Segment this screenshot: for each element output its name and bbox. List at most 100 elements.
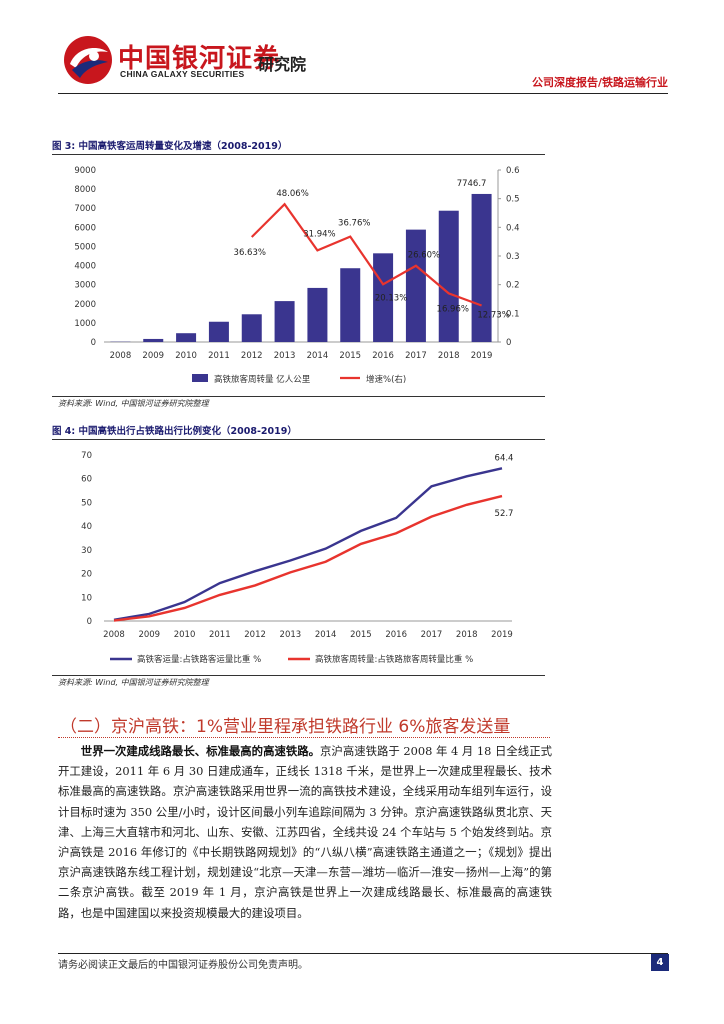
y-left-tick-label: 1000 — [74, 319, 96, 329]
footer-divider — [58, 953, 668, 954]
page-number: 4 — [651, 954, 669, 971]
data-label: 31.94% — [303, 229, 335, 239]
y-left-tick-label: 2000 — [74, 300, 96, 310]
figure-3-title: 图 3: 中国高铁客运周转量变化及增速（2008-2019） — [52, 141, 288, 152]
x-tick-label: 2013 — [280, 630, 302, 640]
y-left-tick-label: 0 — [91, 338, 96, 348]
legend-label-0: 高铁客运量:占铁路客运量比重 % — [137, 654, 261, 665]
paragraph-lead: 世界一次建成线路最长、标准最高的高速铁路。 — [80, 744, 321, 758]
bar-2009 — [143, 338, 164, 342]
figure-4-bottom-rule — [52, 675, 545, 676]
x-tick-label: 2018 — [438, 351, 460, 361]
y-tick-label: 70 — [81, 451, 92, 461]
y-right-tick-label: 0.5 — [506, 195, 520, 205]
y-left-tick-label: 4000 — [74, 262, 96, 272]
figure-3-source: 资料来源: Wind, 中国银河证券研究院整理 — [58, 399, 209, 408]
bar-2015 — [340, 268, 361, 342]
galaxy-logo-icon — [64, 36, 112, 84]
y-left-tick-label: 7000 — [74, 204, 96, 214]
data-label: 7746.7 — [457, 179, 487, 189]
institute-name: 研究院 — [258, 55, 307, 74]
x-tick-label: 2008 — [110, 351, 132, 361]
y-right-tick-label: 0.3 — [506, 252, 520, 262]
data-label: 26.60% — [408, 251, 440, 261]
y-right-tick-label: 0 — [506, 338, 511, 348]
brand-name-cn: 中国银河证券 — [118, 44, 281, 74]
bar-2018 — [438, 210, 459, 342]
figure-4-top-rule — [52, 439, 545, 440]
x-tick-label: 2019 — [471, 351, 493, 361]
legend-line-label: 增速%(右) — [366, 374, 406, 385]
x-tick-label: 2015 — [339, 351, 361, 361]
x-tick-label: 2009 — [142, 351, 164, 361]
series-line-0 — [113, 467, 503, 621]
bar-2014 — [307, 287, 328, 342]
y-right-tick-label: 0.6 — [506, 166, 520, 176]
data-label: 64.4 — [495, 453, 514, 463]
y-left-tick-label: 8000 — [74, 185, 96, 195]
x-tick-label: 2014 — [315, 630, 337, 640]
y-left-tick-label: 3000 — [74, 281, 96, 291]
data-label: 48.06% — [276, 189, 308, 199]
x-tick-label: 2016 — [385, 630, 407, 640]
y-tick-label: 40 — [81, 522, 92, 532]
section-title: （二）京沪高铁：1%营业里程承担铁路行业 6%旅客发送量 — [60, 717, 511, 737]
y-right-tick-label: 0.4 — [506, 223, 520, 233]
x-tick-label: 2010 — [174, 630, 196, 640]
section-paragraph: 世界一次建成线路最长、标准最高的高速铁路。京沪高速铁路于 2008 年 4 月 … — [58, 741, 552, 923]
legend-bar-label: 高铁旅客周转量 亿人公里 — [214, 374, 311, 385]
data-label: 12.73% — [477, 311, 509, 321]
data-label: 36.76% — [338, 219, 370, 229]
y-tick-label: 60 — [81, 475, 92, 485]
x-tick-label: 2018 — [456, 630, 478, 640]
header-divider — [58, 93, 668, 94]
figure-4-title: 图 4: 中国高铁出行占铁路出行比例变化（2008-2019） — [52, 426, 297, 437]
section-divider — [58, 737, 550, 738]
bar-2013 — [274, 301, 295, 342]
legend-bar-swatch — [192, 374, 208, 382]
legend-label-1: 高铁旅客周转量:占铁路旅客周转量比重 % — [315, 654, 473, 665]
y-tick-label: 30 — [81, 546, 92, 556]
x-tick-label: 2016 — [372, 351, 394, 361]
bar-2012 — [241, 314, 262, 342]
x-tick-label: 2019 — [491, 630, 513, 640]
data-label: 36.63% — [234, 248, 266, 258]
data-label: 16.96% — [437, 304, 469, 314]
y-tick-label: 20 — [81, 570, 92, 580]
series-line-1 — [113, 494, 503, 622]
brand-name-en: CHINA GALAXY SECURITIES — [120, 69, 245, 79]
y-left-tick-label: 9000 — [74, 166, 96, 176]
footer-disclaimer: 请务必阅读正文最后的中国银河证券股份公司免责声明。 — [58, 960, 308, 971]
growth-line — [250, 202, 482, 307]
x-tick-label: 2009 — [138, 630, 160, 640]
x-tick-label: 2013 — [274, 351, 296, 361]
y-right-tick-label: 0.2 — [506, 281, 520, 291]
x-tick-label: 2017 — [405, 351, 427, 361]
data-label: 20.13% — [375, 293, 407, 303]
figure-3-top-rule — [52, 154, 545, 155]
y-tick-label: 50 — [81, 498, 92, 508]
data-label: 52.7 — [495, 509, 514, 519]
bar-2017 — [405, 229, 426, 342]
x-tick-label: 2008 — [103, 630, 125, 640]
figure-4-chart: 0 10 20 30 40 50 60 70 2008 2009 2010 2011 2012 2013 2… — [81, 451, 514, 665]
y-right-tick-label: 0.1 — [506, 309, 520, 319]
figure-3-bottom-rule — [52, 396, 545, 397]
figure-3-chart: 0 1000 2000 3000 4000 5000 6000 7000 8000 9000 0 0.… — [74, 166, 520, 385]
x-tick-label: 2010 — [175, 351, 197, 361]
x-tick-label: 2017 — [421, 630, 443, 640]
x-tick-label: 2011 — [209, 630, 231, 640]
bar-2019 — [471, 193, 492, 342]
x-tick-label: 2012 — [241, 351, 263, 361]
x-tick-label: 2011 — [208, 351, 230, 361]
figure-4-source: 资料来源: Wind, 中国银河证券研究院整理 — [58, 678, 209, 687]
x-tick-label: 2014 — [307, 351, 329, 361]
bar-2011 — [208, 321, 229, 342]
y-tick-label: 10 — [81, 593, 92, 603]
y-left-tick-label: 5000 — [74, 242, 96, 252]
bar-2010 — [176, 333, 197, 342]
paragraph-body: 京沪高速铁路于 2008 年 4 月 18 日全线正式开工建设，2011 年 6… — [58, 744, 552, 920]
x-tick-label: 2015 — [350, 630, 372, 640]
report-type: 公司深度报告/铁路运输行业 — [531, 76, 668, 89]
x-tick-label: 2012 — [244, 630, 266, 640]
